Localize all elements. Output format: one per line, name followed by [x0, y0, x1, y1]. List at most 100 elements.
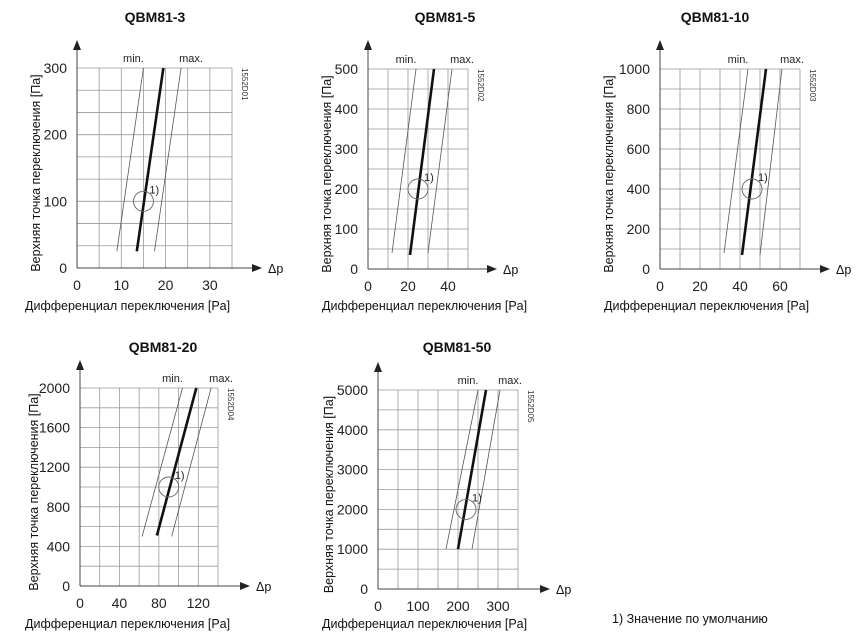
- chart-qbm81-20: QBM81-20 Δp 0 400 800 1200 1600 2000 0 40 80 120 Вер…: [25, 339, 271, 631]
- x-axis-label: Дифференциал переключения [Pa]: [25, 299, 230, 313]
- x-axis-arrow-icon: [540, 585, 550, 593]
- x-tick-label: 10: [113, 277, 129, 293]
- x-tick-label: 30: [202, 277, 218, 293]
- y-tick-label: 200: [335, 181, 359, 197]
- x-axis-symbol: Δp: [268, 262, 283, 276]
- x-axis-arrow-icon: [820, 265, 830, 273]
- series-line-min: [445, 389, 479, 550]
- chart-title: QBM81-5: [415, 9, 476, 25]
- figure-code: 1552D01: [240, 68, 249, 101]
- x-tick-label: 0: [364, 278, 372, 294]
- y-tick-label: 600: [627, 141, 651, 157]
- series-line-max: [759, 68, 783, 256]
- y-tick-label: 5000: [337, 382, 368, 398]
- y-tick-label: 800: [47, 499, 71, 515]
- y-tick-label: 3000: [337, 462, 368, 478]
- x-tick-label: 40: [732, 278, 748, 294]
- series-line-nominal: [456, 389, 488, 550]
- y-axis-arrow-icon: [364, 40, 372, 50]
- y-axis-label: Верхняя точка переключения [Па]: [29, 74, 43, 271]
- y-axis-label: Верхняя точка переключения [Па]: [27, 393, 41, 590]
- x-tick-label: 0: [374, 598, 382, 614]
- y-tick-label: 200: [44, 127, 68, 143]
- series-label-min: min.: [728, 54, 749, 66]
- x-tick-label: 20: [692, 278, 708, 294]
- y-tick-label: 300: [335, 141, 359, 157]
- figure-code: 1552D02: [476, 69, 485, 102]
- x-axis-arrow-icon: [240, 582, 250, 590]
- x-tick-label: 20: [400, 278, 416, 294]
- x-axis-label: Дифференциал переключения [Pa]: [322, 617, 527, 631]
- figure-code: 1552D05: [526, 390, 535, 423]
- x-tick-label: 0: [656, 278, 664, 294]
- series-line-min: [116, 67, 144, 252]
- x-axis-symbol: Δp: [836, 263, 851, 277]
- y-tick-label: 0: [62, 578, 70, 594]
- figure-code: 1552D04: [226, 388, 235, 421]
- x-axis-label: Дифференциал переключения [Pa]: [604, 299, 809, 313]
- series-label-max: max.: [209, 373, 233, 385]
- chart-qbm81-3: QBM81-3 Δp 0 100 200 300 0 10 20 30 Верхняя точка …: [25, 9, 283, 313]
- series-line-nominal: [135, 67, 165, 252]
- chart-qbm81-10: QBM81-10 Δp 0 200 400 600 800 1000 0 20 40 60 Верхня…: [602, 9, 851, 313]
- default-point-label: 1): [472, 492, 482, 504]
- chart-title: QBM81-10: [681, 9, 750, 25]
- chart-title: QBM81-20: [129, 339, 198, 355]
- x-tick-label: 20: [158, 277, 174, 293]
- x-tick-label: 40: [440, 278, 456, 294]
- default-point-marker: [455, 498, 477, 520]
- series-line-nominal: [155, 387, 198, 536]
- default-point-label: 1): [149, 184, 159, 196]
- series-label-max: max.: [450, 54, 474, 66]
- default-point-marker: [132, 190, 154, 212]
- x-axis-arrow-icon: [487, 265, 497, 273]
- y-axis-arrow-icon: [656, 40, 664, 50]
- x-tick-label: 200: [446, 598, 470, 614]
- series-label-min: min.: [123, 53, 144, 65]
- series-line-min: [141, 387, 183, 537]
- y-tick-label: 300: [44, 60, 68, 76]
- y-axis-label: Верхняя точка переключения [Па]: [320, 75, 334, 272]
- y-tick-label: 0: [642, 261, 650, 277]
- y-axis-label: Верхняя точка переключения [Па]: [602, 75, 616, 272]
- x-tick-label: 0: [76, 595, 84, 611]
- default-point-marker: [158, 476, 180, 498]
- x-tick-label: 120: [187, 595, 211, 611]
- y-tick-label: 1000: [337, 541, 368, 557]
- x-axis-label: Дифференциал переключения [Pa]: [322, 299, 527, 313]
- series-line-min: [723, 68, 749, 254]
- default-point-marker: [407, 178, 429, 200]
- series-label-max: max.: [780, 54, 804, 66]
- series-line-max: [427, 68, 453, 254]
- x-axis-symbol: Δp: [256, 580, 271, 594]
- x-tick-label: 60: [772, 278, 788, 294]
- series-label-min: min.: [458, 375, 479, 387]
- y-tick-label: 100: [44, 193, 68, 209]
- y-tick-label: 0: [59, 260, 67, 276]
- x-tick-label: 0: [73, 277, 81, 293]
- y-tick-label: 1600: [39, 420, 70, 436]
- chart-qbm81-5: QBM81-5 Δp 0 100 200 300 400 500 0 20 40 Верхняя то…: [320, 9, 527, 313]
- series-line-max: [171, 387, 212, 537]
- chart-title: QBM81-50: [423, 339, 492, 355]
- y-axis-label: Верхняя точка переключения [Па]: [322, 396, 336, 593]
- chart-qbm81-50: QBM81-50 Δp 0 1000 2000 3000 4000 5000 0 100 200 30…: [322, 339, 571, 631]
- y-tick-label: 100: [335, 221, 359, 237]
- y-tick-label: 0: [360, 581, 368, 597]
- y-tick-label: 1000: [619, 61, 650, 77]
- y-tick-label: 400: [627, 181, 651, 197]
- series-line-nominal: [408, 68, 436, 256]
- x-tick-label: 80: [151, 595, 167, 611]
- y-tick-label: 200: [627, 221, 651, 237]
- x-axis-symbol: Δp: [503, 263, 518, 277]
- series-line-min: [391, 68, 417, 254]
- series-label-min: min.: [396, 54, 417, 66]
- series-line-max: [471, 389, 501, 550]
- y-tick-label: 2000: [39, 380, 70, 396]
- x-axis-label: Дифференциал переключения [Pa]: [25, 617, 230, 631]
- y-tick-label: 1200: [39, 459, 70, 475]
- y-tick-label: 4000: [337, 422, 368, 438]
- series-label-max: max.: [498, 375, 522, 387]
- y-tick-label: 400: [335, 101, 359, 117]
